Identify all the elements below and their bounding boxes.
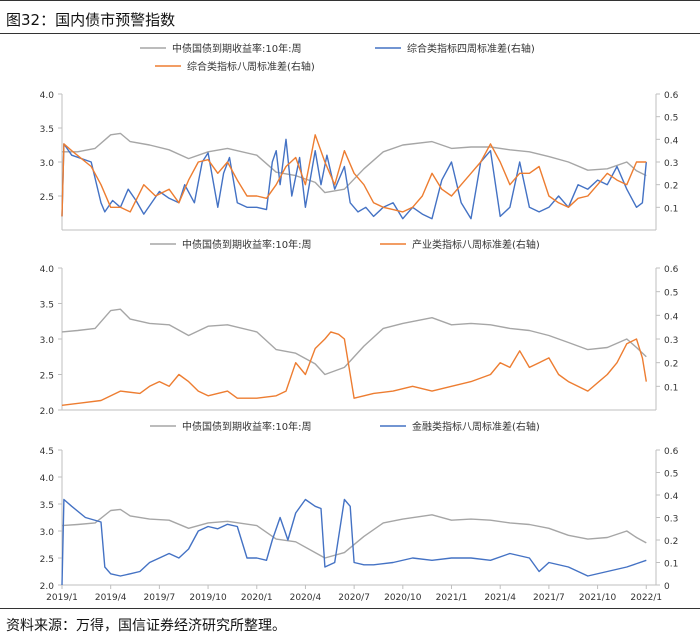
chart-panel-3: 2.0 2.5 3.0 3.5 4.0 4.5 0 0.1 0.2 0.3 0.4 0.5 0.6 201… bbox=[40, 420, 679, 603]
x-tick-label: 2021/7 bbox=[533, 593, 565, 603]
right-tick-label: 0.1 bbox=[664, 383, 678, 393]
left-tick-label: 3.0 bbox=[40, 528, 55, 538]
charts-area: 2.5 3.0 3.5 4.0 0.1 0.2 0.3 0.4 0.5 0.6 中债国债到期收益率:… bbox=[40, 42, 679, 603]
series-line-1 bbox=[62, 132, 647, 194]
right-tick-label: 0.5 bbox=[664, 289, 678, 299]
x-tick-label: 2019/10 bbox=[189, 593, 227, 603]
right-tick-label: 0.6 bbox=[664, 91, 679, 101]
right-tick-label: 0.4 bbox=[664, 492, 679, 502]
legend-label: 综合类指标四周标准差(右轴) bbox=[407, 42, 535, 55]
series-line-1 bbox=[61, 308, 647, 376]
left-tick-label: 4.0 bbox=[40, 91, 55, 101]
left-tick-label: 4.5 bbox=[40, 447, 54, 457]
left-tick-label: 3.0 bbox=[40, 336, 55, 346]
left-tick-label: 3.5 bbox=[40, 501, 54, 511]
x-tick-label: 2022/1 bbox=[630, 593, 662, 603]
series-line-2 bbox=[61, 138, 647, 220]
right-tick-label: 0.5 bbox=[664, 470, 678, 480]
legend-label: 中债国债到期收益率:10年:周 bbox=[182, 238, 311, 251]
legend-label: 金融类指标八周标准差(右轴) bbox=[412, 420, 540, 433]
x-tick-label: 2019/4 bbox=[95, 593, 127, 603]
right-tick-label: 0.2 bbox=[664, 537, 678, 547]
x-tick-label: 2020/7 bbox=[338, 593, 370, 603]
right-tick-label: 0.3 bbox=[664, 336, 678, 346]
source-bar: 资料来源：万得，国信证券经济研究所整理。 bbox=[0, 608, 700, 643]
legend-label: 产业类指标八周标准差(右轴) bbox=[412, 238, 540, 251]
source-note: 资料来源：万得，国信证券经济研究所整理。 bbox=[6, 618, 286, 634]
left-tick-label: 3.0 bbox=[40, 159, 55, 169]
left-tick-label: 2.5 bbox=[40, 193, 54, 203]
left-tick-label: 2.0 bbox=[40, 407, 55, 417]
right-tick-label: 0.6 bbox=[664, 265, 679, 275]
chart-panel-2: 2.0 2.5 3.0 3.5 4.0 0.1 0.2 0.3 0.4 0.5 0.6 中债国债到期收… bbox=[40, 238, 679, 417]
x-tick-label: 2021/1 bbox=[436, 593, 468, 603]
left-tick-label: 2.5 bbox=[40, 555, 54, 565]
chart-panel-1: 2.5 3.0 3.5 4.0 0.1 0.2 0.3 0.4 0.5 0.6 中债国债到期收益率:… bbox=[40, 42, 679, 231]
x-tick-label: 2021/4 bbox=[484, 593, 516, 603]
left-tick-label: 3.5 bbox=[40, 125, 54, 135]
right-tick-label: 0.3 bbox=[664, 515, 678, 525]
right-tick-label: 0.4 bbox=[664, 136, 679, 146]
right-tick-label: 0.2 bbox=[664, 182, 678, 192]
series-line-3 bbox=[61, 134, 647, 217]
legend-label: 综合类指标八周标准差(右轴) bbox=[187, 60, 315, 73]
right-tick-label: 0.1 bbox=[664, 560, 678, 570]
right-tick-label: 0 bbox=[664, 582, 670, 592]
figure-title: 图32：国内债市预警指数 bbox=[6, 11, 176, 29]
x-tick-label: 2019/1 bbox=[46, 593, 78, 603]
series-line-2 bbox=[61, 331, 647, 406]
left-tick-label: 3.5 bbox=[40, 301, 54, 311]
legend-label: 中债国债到期收益率:10年:周 bbox=[182, 420, 311, 433]
series-line-2 bbox=[61, 498, 647, 586]
right-tick-label: 0.1 bbox=[664, 204, 678, 214]
x-tick-label: 2019/7 bbox=[144, 593, 176, 603]
x-tick-label: 2021/10 bbox=[579, 593, 617, 603]
right-tick-label: 0.3 bbox=[664, 159, 678, 169]
figure-title-bar: 图32：国内债市预警指数 bbox=[0, 0, 700, 34]
series-line-1 bbox=[61, 508, 647, 559]
right-tick-label: 0.2 bbox=[664, 360, 678, 370]
right-tick-label: 0.4 bbox=[664, 312, 679, 322]
x-tick-label: 2020/10 bbox=[384, 593, 422, 603]
legend-label: 中债国债到期收益率:10年:周 bbox=[172, 42, 301, 55]
left-tick-label: 4.0 bbox=[40, 474, 55, 484]
left-tick-label: 2.0 bbox=[40, 582, 55, 592]
right-tick-label: 0.6 bbox=[664, 447, 679, 457]
x-tick-label: 2020/1 bbox=[241, 593, 273, 603]
left-tick-label: 2.5 bbox=[40, 372, 54, 382]
right-tick-label: 0.5 bbox=[664, 114, 678, 124]
x-tick-label: 2020/4 bbox=[290, 593, 322, 603]
left-tick-label: 4.0 bbox=[40, 265, 55, 275]
